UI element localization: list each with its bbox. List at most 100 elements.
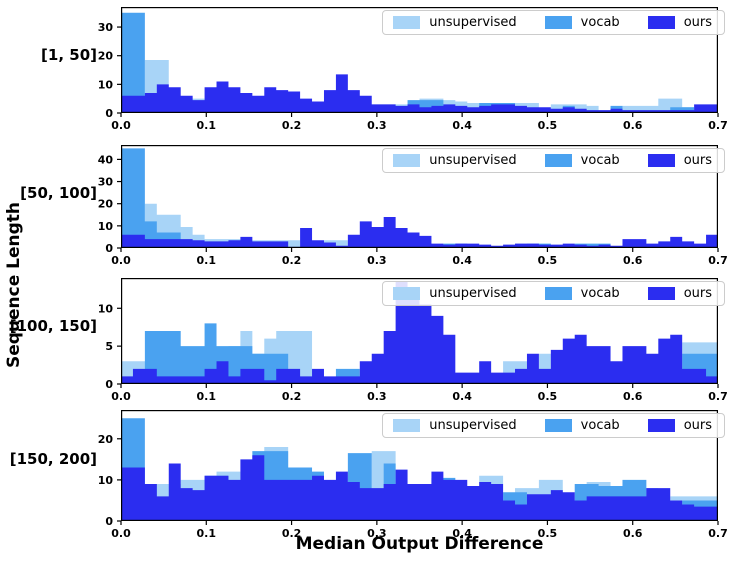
y-tick-label: 0	[105, 378, 113, 391]
x-tick-label: 0.6	[623, 254, 643, 267]
y-tick-label: 20	[98, 433, 114, 446]
legend-item-unsupervised: unsupervised	[393, 15, 517, 30]
y-tick-label: 0	[105, 107, 113, 120]
x-tick-label: 0.2	[282, 119, 302, 132]
subplot-150-200-plot: 0.0 0.1 0.2 0.3 0.4 0.5 0.6 0.7 0 10 20	[98, 410, 728, 540]
legend-label-ours: ours	[683, 418, 712, 433]
legend-subplot-1: unsupervised vocab ours	[382, 10, 725, 35]
x-tick-label: 0.7	[708, 527, 728, 540]
legend-subplot-3: unsupervised vocab ours	[382, 281, 725, 306]
x-tick-label: 0.0	[111, 527, 131, 540]
row-label-50-100: [50, 100]	[20, 184, 97, 202]
x-tick-label: 0.3	[367, 254, 387, 267]
y-tick-label: 10	[98, 78, 114, 91]
x-tick-label: 0.4	[452, 390, 472, 403]
y-tick-label: 20	[98, 198, 114, 211]
ours-swatch	[647, 154, 675, 167]
x-tick-label: 0.1	[197, 254, 217, 267]
vocab-swatch	[544, 16, 572, 29]
legend-subplot-2: unsupervised vocab ours	[382, 148, 725, 173]
ours-swatch	[647, 419, 675, 432]
legend-label-vocab: vocab	[580, 418, 620, 433]
vocab-swatch	[544, 419, 572, 432]
legend-label-ours: ours	[683, 15, 712, 30]
x-tick-label: 0.2	[282, 254, 302, 267]
x-tick-label: 0.6	[623, 119, 643, 132]
x-tick-label: 0.4	[452, 527, 472, 540]
unsupervised-swatch	[393, 287, 421, 300]
x-tick-label: 0.4	[452, 254, 472, 267]
subplot-100-150-plot: 0.0 0.1 0.2 0.3 0.4 0.5 0.6 0.7 0 5 10	[98, 278, 728, 403]
legend-label-ours: ours	[683, 286, 712, 301]
histogram-series-ours	[121, 281, 718, 384]
x-tick-label: 0.2	[282, 527, 302, 540]
x-tick-label: 0.3	[367, 527, 387, 540]
histogram-series-ours	[121, 74, 718, 113]
plot-box	[120, 145, 718, 249]
legend-label-unsupervised: unsupervised	[429, 286, 517, 301]
x-tick-label: 0.0	[111, 390, 131, 403]
x-tick-label: 0.1	[197, 390, 217, 403]
legend-label-vocab: vocab	[580, 286, 620, 301]
x-tick-label: 0.3	[367, 119, 387, 132]
y-tick-label: 30	[98, 21, 114, 34]
unsupervised-swatch	[393, 154, 421, 167]
histogram-series-ours	[121, 216, 718, 248]
legend-item-ours: ours	[647, 286, 712, 301]
x-tick-label: 0.5	[538, 527, 558, 540]
legend-item-ours: ours	[647, 15, 712, 30]
y-tick-label: 10	[98, 302, 114, 315]
legend-label-unsupervised: unsupervised	[429, 15, 517, 30]
row-label-100-150: [100, 150]	[9, 317, 97, 335]
legend-item-ours: ours	[647, 153, 712, 168]
legend-item-vocab: vocab	[544, 286, 620, 301]
x-tick-label: 0.4	[452, 119, 472, 132]
histogram-series-vocab	[121, 148, 718, 248]
x-tick-label: 0.6	[623, 390, 643, 403]
row-label-150-200: [150, 200]	[9, 450, 97, 468]
vocab-swatch	[544, 154, 572, 167]
x-tick-label: 0.3	[367, 390, 387, 403]
x-tick-label: 0.7	[708, 254, 728, 267]
unsupervised-swatch	[393, 419, 421, 432]
subplot-50-100-plot: 0.0 0.1 0.2 0.3 0.4 0.5 0.6 0.7 0 10 20 30 40	[98, 145, 728, 267]
histogram-series-vocab	[121, 323, 718, 384]
legend-item-unsupervised: unsupervised	[393, 153, 517, 168]
ours-swatch	[647, 287, 675, 300]
x-tick-label: 0.5	[538, 254, 558, 267]
x-tick-label: 0.2	[282, 390, 302, 403]
x-tick-label: 0.5	[538, 390, 558, 403]
y-tick-label: 30	[98, 176, 114, 189]
legend-item-unsupervised: unsupervised	[393, 286, 517, 301]
y-tick-label: 0	[105, 515, 113, 528]
legend-label-unsupervised: unsupervised	[429, 418, 517, 433]
y-tick-label: 20	[98, 50, 114, 63]
vocab-swatch	[544, 287, 572, 300]
y-tick-label: 5	[105, 340, 113, 353]
plot-box	[120, 7, 718, 114]
x-axis-title: Median Output Difference	[295, 534, 544, 554]
legend-subplot-4: unsupervised vocab ours	[382, 413, 725, 438]
plot-box	[120, 278, 718, 385]
plot-box	[120, 410, 718, 522]
legend-item-vocab: vocab	[544, 418, 620, 433]
histogram-series-ours	[121, 455, 718, 521]
legend-item-ours: ours	[647, 418, 712, 433]
y-tick-label: 10	[98, 474, 114, 487]
y-tick-label: 40	[98, 153, 114, 166]
legend-label-ours: ours	[683, 153, 712, 168]
x-tick-label: 0.5	[538, 119, 558, 132]
y-tick-label: 0	[105, 242, 113, 255]
subplot-1-50-plot: 0.0 0.1 0.2 0.3 0.4 0.5 0.6 0.7 0 10 20 30	[98, 7, 728, 132]
legend-label-vocab: vocab	[580, 15, 620, 30]
x-tick-label: 0.0	[111, 119, 131, 132]
x-tick-label: 0.1	[197, 119, 217, 132]
unsupervised-swatch	[393, 16, 421, 29]
legend-item-vocab: vocab	[544, 153, 620, 168]
ours-swatch	[647, 16, 675, 29]
legend-item-vocab: vocab	[544, 15, 620, 30]
x-tick-label: 0.0	[111, 254, 131, 267]
x-tick-label: 0.7	[708, 390, 728, 403]
legend-label-vocab: vocab	[580, 153, 620, 168]
x-tick-label: 0.1	[197, 527, 217, 540]
